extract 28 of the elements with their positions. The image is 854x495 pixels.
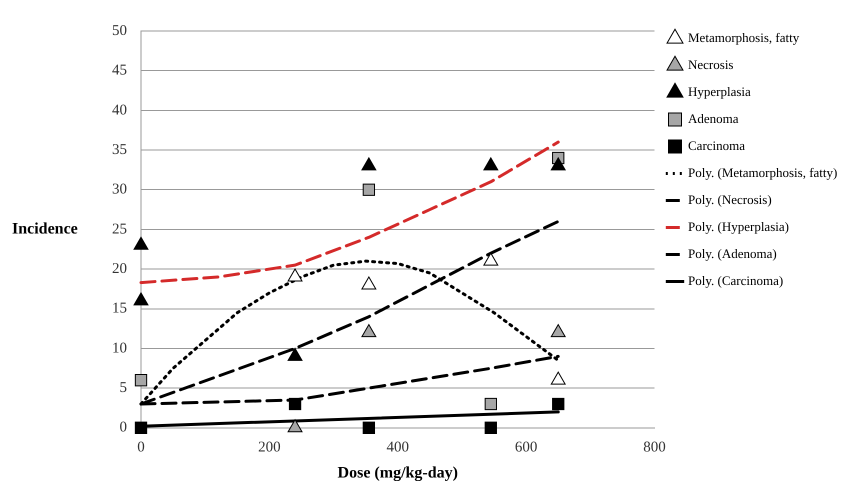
legend-label: Necrosis — [688, 56, 734, 72]
legend-label: Carcinoma — [688, 138, 746, 153]
y-tick-label: 35 — [112, 142, 127, 158]
x-tick-label: 400 — [386, 440, 409, 456]
y-tick-label: 25 — [112, 221, 127, 238]
legend-label: Poly. (Metamorphosis, fatty) — [688, 164, 838, 180]
y-tick-label: 30 — [112, 182, 127, 198]
legend-label: Poly. (Hyperplasia) — [688, 218, 789, 234]
y-tick-label: 0 — [120, 420, 127, 436]
x-tick-label: 0 — [137, 440, 145, 456]
y-tick-label: 20 — [112, 261, 127, 278]
y-tick-label: 10 — [112, 340, 127, 356]
y-tick-label: 15 — [112, 300, 127, 317]
y-tick-label: 40 — [112, 102, 127, 118]
legend-label: Metamorphosis, fatty — [688, 30, 800, 45]
y-axis-title: Incidence — [12, 220, 78, 238]
x-tick-label: 800 — [643, 440, 666, 456]
legend-label: Poly. (Necrosis) — [688, 192, 772, 207]
legend-label: Hyperplasia — [688, 84, 752, 99]
y-tick-label: 50 — [112, 22, 127, 39]
x-tick-label: 200 — [258, 440, 281, 456]
y-tick-label: 45 — [112, 62, 127, 79]
x-tick-label: 600 — [514, 440, 538, 456]
legend-label: Poly. (Carcinoma) — [688, 272, 784, 288]
x-axis-title: Dose (mg/kg-day) — [338, 464, 458, 482]
y-tick-label: 5 — [120, 380, 127, 396]
legend-label: Poly. (Adenoma) — [688, 246, 777, 261]
legend-label: Adenoma — [688, 110, 739, 126]
